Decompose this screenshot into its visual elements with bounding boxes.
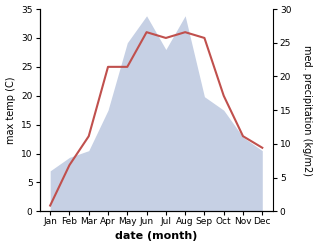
Y-axis label: med. precipitation (kg/m2): med. precipitation (kg/m2)	[302, 45, 313, 176]
Y-axis label: max temp (C): max temp (C)	[5, 76, 16, 144]
X-axis label: date (month): date (month)	[115, 231, 197, 242]
